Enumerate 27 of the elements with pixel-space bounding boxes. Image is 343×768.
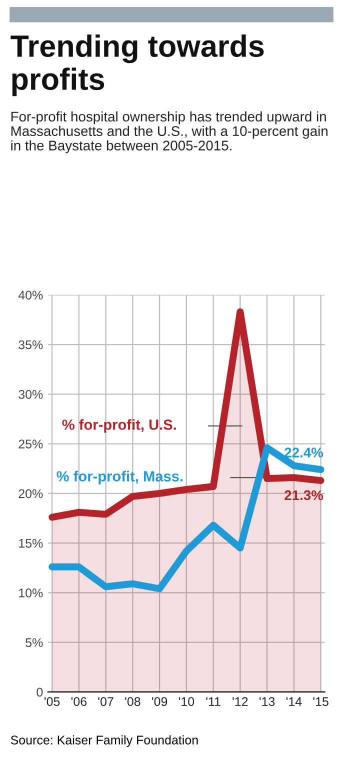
- y-tick-label: 40%: [18, 290, 43, 300]
- x-tick-label: '15: [313, 697, 328, 706]
- x-tick-label: '13: [260, 697, 275, 706]
- y-tick-label: 10%: [19, 588, 43, 598]
- data-label: 22.4%: [284, 448, 324, 458]
- x-tick-label: '05: [44, 697, 60, 706]
- y-tick-label: 15%: [19, 538, 43, 548]
- y-tick-label: 30%: [18, 390, 43, 399]
- source-note: Source: Kaiser Family Foundation: [10, 735, 198, 747]
- text: % for-profit, U.S.: [62, 419, 176, 433]
- x-tick-label: '10: [178, 697, 194, 706]
- x-tick-label: '08: [125, 697, 140, 706]
- y-tick-label: 25%: [18, 440, 43, 448]
- x-tick-label: '09: [152, 697, 168, 706]
- y-tick-label: 20%: [18, 489, 43, 498]
- x-tick-label: '06: [71, 697, 87, 706]
- data-label: 21.3%: [284, 490, 324, 500]
- text: % for-profit, Mass.: [56, 470, 183, 484]
- y-tick-label: 5%: [26, 638, 43, 647]
- x-tick-label: '12: [232, 697, 248, 706]
- x-tick-label: '07: [98, 697, 114, 706]
- x-tick-label: '14: [286, 697, 302, 706]
- chart-title: Trending towards profits: [10, 34, 264, 96]
- y-tick-label: 0: [36, 688, 43, 697]
- chart-subtitle: For-profit hospital ownership has trended upward in Massachusetts and the U.S., with a 10-percent gain in the Baystate between 2005-2015.: [11, 111, 328, 154]
- x-tick-label: '11: [206, 697, 220, 706]
- y-tick-label: 35%: [18, 340, 43, 350]
